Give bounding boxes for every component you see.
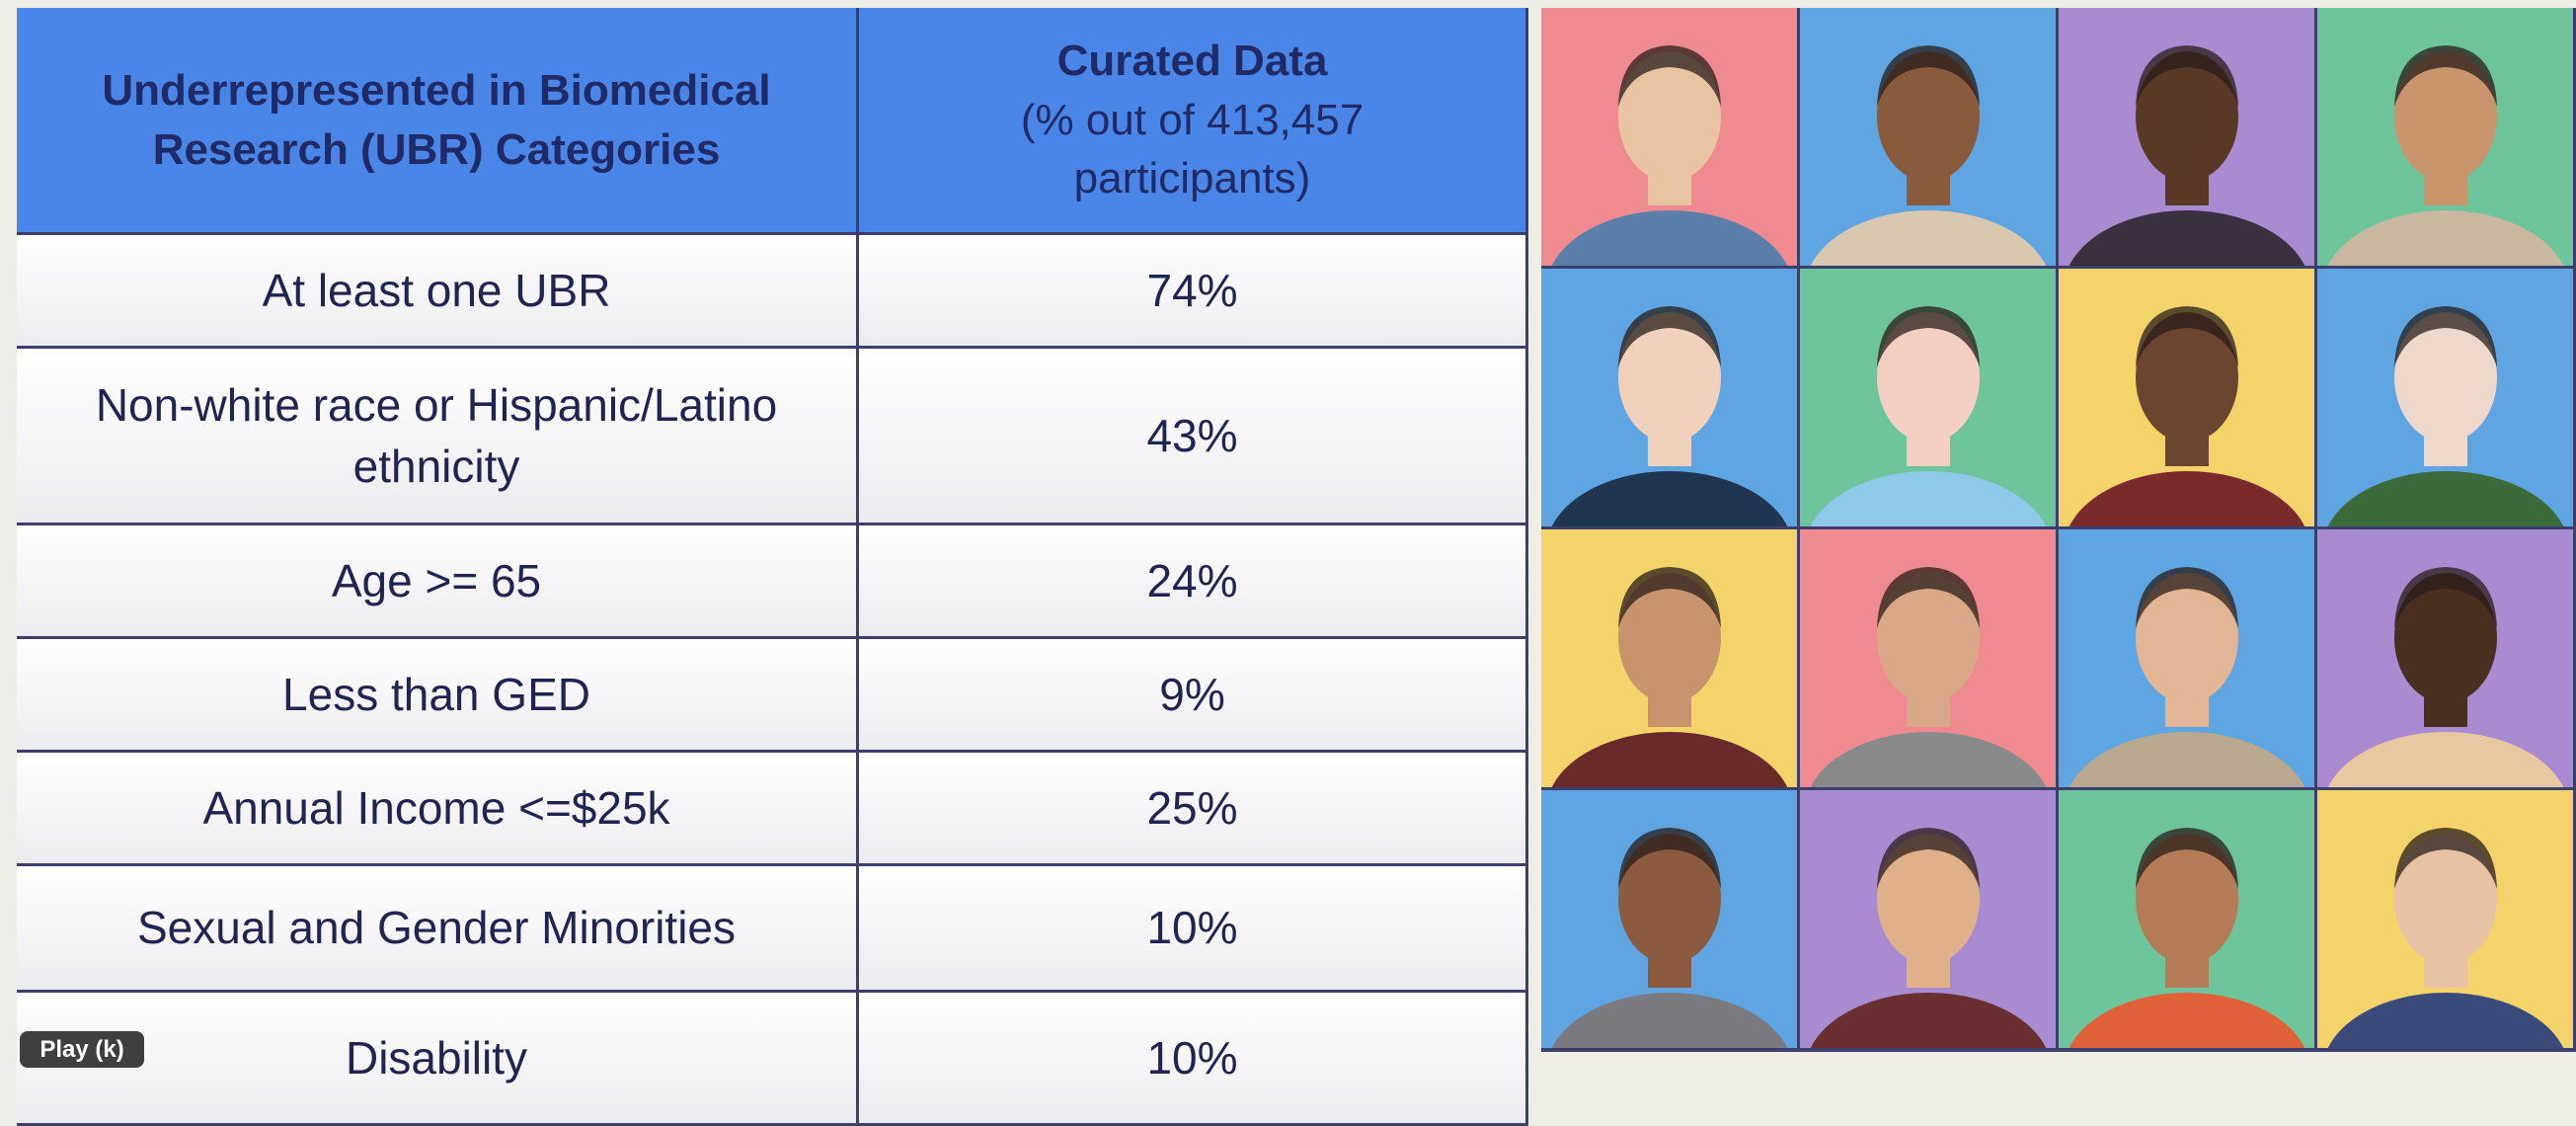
photo-tile (2059, 269, 2314, 526)
photo-tile (1541, 790, 1797, 1048)
table-cell: At least one UBR (17, 235, 859, 349)
portrait (1800, 8, 2056, 266)
photo-tile (1541, 269, 1797, 526)
portrait (1541, 269, 1797, 526)
portrait (2317, 529, 2573, 787)
photo-tile (1800, 790, 2056, 1048)
portrait (2059, 269, 2314, 526)
table-cell: Non-white race or Hispanic/Latino ethnic… (17, 349, 859, 525)
table-cell: 25% (859, 753, 1528, 866)
portrait (1541, 790, 1797, 1048)
photo-tile (2317, 790, 2573, 1048)
table-cell: 9% (859, 639, 1528, 753)
page: Underrepresented in Biomedical Research … (0, 0, 2576, 1068)
photo-tile (2317, 269, 2573, 526)
photo-tile (1541, 8, 1797, 266)
portrait (2059, 529, 2314, 787)
header-title: Curated Data (1057, 37, 1328, 85)
portrait (2317, 269, 2573, 526)
portrait (1800, 529, 2056, 787)
portrait (2317, 790, 2573, 1048)
photo-tile (2059, 8, 2314, 266)
table-cell: Sexual and Gender Minorities (17, 866, 859, 993)
header-subtitle: (% out of 413,457 participants) (1021, 96, 1364, 202)
portrait (1800, 790, 2056, 1048)
table-cell: 24% (859, 525, 1528, 639)
portrait (1800, 269, 2056, 526)
portrait (2059, 790, 2314, 1048)
table-cell: Annual Income <=$25k (17, 753, 859, 866)
table-cell: 43% (859, 349, 1528, 525)
portrait (1541, 529, 1797, 787)
photo-tile (2317, 529, 2573, 787)
table-cell: 10% (859, 993, 1528, 1126)
header-text: Underrepresented in Biomedical Research … (37, 61, 836, 179)
table-cell: 74% (859, 235, 1528, 349)
photo-tile (1541, 529, 1797, 787)
portrait (2317, 8, 2573, 266)
photo-tile (1800, 8, 2056, 266)
portrait (2059, 8, 2314, 266)
photo-tile (1800, 529, 2056, 787)
table-cell: Age >= 65 (17, 525, 859, 639)
header-cell: Curated Data (% out of 413,457 participan… (859, 8, 1528, 235)
photo-tile (2059, 790, 2314, 1048)
play-tooltip[interactable]: Play (k) (20, 1031, 144, 1068)
portrait (1541, 8, 1797, 266)
table-cell: Less than GED (17, 639, 859, 753)
photo-grid (1541, 8, 2576, 1052)
photo-tile (2059, 529, 2314, 787)
table-cell: 10% (859, 866, 1528, 993)
header-cell: Underrepresented in Biomedical Research … (17, 8, 859, 235)
header-text: Curated Data (% out of 413,457 participan… (948, 32, 1437, 207)
photo-tile (1800, 269, 2056, 526)
photo-tile (2317, 8, 2573, 266)
